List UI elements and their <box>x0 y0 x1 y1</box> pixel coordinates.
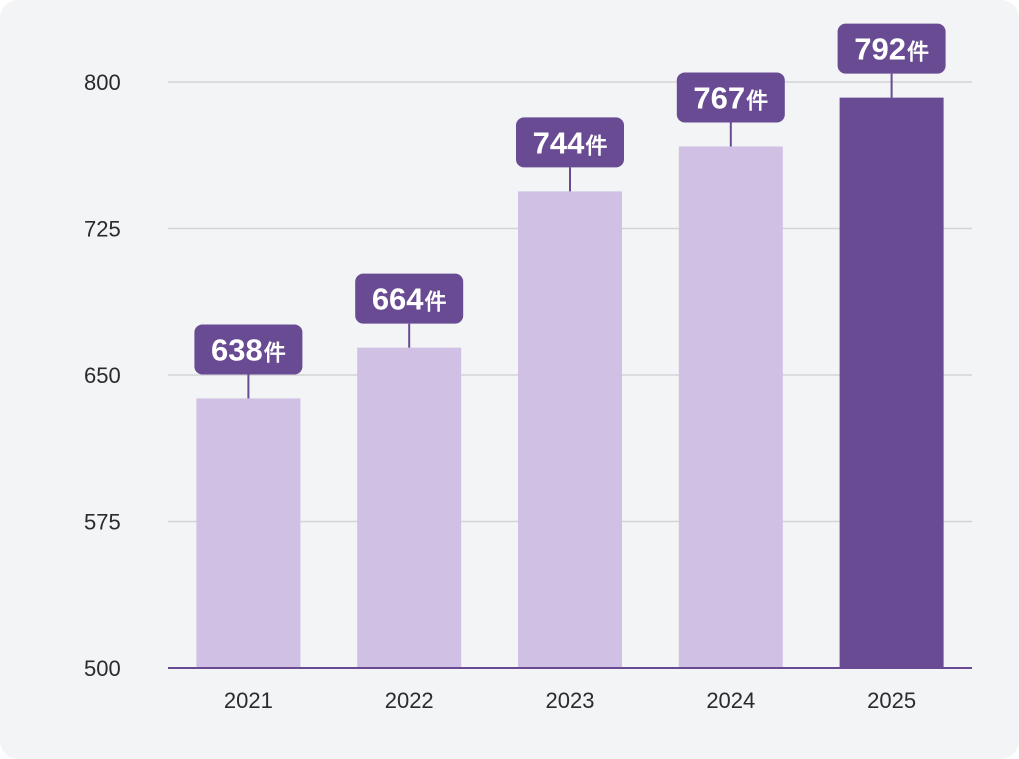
bar-2021 <box>196 398 301 668</box>
data-label-value: 792 <box>854 32 906 67</box>
bar-2024 <box>678 146 783 668</box>
bars <box>196 97 944 669</box>
data-label-value: 767 <box>693 80 745 115</box>
data-label-box <box>516 117 624 168</box>
bar-2025 <box>839 97 944 669</box>
data-label-unit: 件 <box>746 89 768 114</box>
data-label: 744件 <box>533 125 608 160</box>
axes: 500 575 650 725 800 2021 2022 2023 2024 2025 <box>84 70 972 713</box>
data-label: 792件 <box>854 32 929 67</box>
x-tick-label: 2022 <box>385 688 434 713</box>
x-tick-label: 2021 <box>224 688 273 713</box>
data-label-value: 664 <box>372 282 424 317</box>
bar-2022 <box>357 347 462 668</box>
data-label: 638件 <box>211 332 286 367</box>
x-tick-label: 2023 <box>546 688 595 713</box>
data-label-unit: 件 <box>907 41 929 66</box>
x-tick-label: 2024 <box>706 688 755 713</box>
data-label-value: 638 <box>211 332 263 367</box>
y-tick-label: 500 <box>84 656 121 681</box>
data-label-box <box>676 72 785 123</box>
data-label-box <box>194 324 303 375</box>
y-tick-label: 725 <box>84 217 121 242</box>
data-label: 767件 <box>693 80 768 115</box>
y-tick-label: 575 <box>84 510 121 535</box>
data-label-unit: 件 <box>264 341 286 366</box>
data-label-unit: 件 <box>585 134 607 159</box>
data-label-box <box>355 273 464 324</box>
bar-2023 <box>518 191 622 669</box>
data-label-unit: 件 <box>425 291 447 316</box>
y-tick-label: 650 <box>84 363 121 388</box>
y-tick-label: 800 <box>84 70 121 95</box>
x-tick-label: 2025 <box>867 688 916 713</box>
data-label: 664件 <box>372 282 447 317</box>
data-label-value: 744 <box>533 125 585 160</box>
data-label-box <box>837 23 946 74</box>
